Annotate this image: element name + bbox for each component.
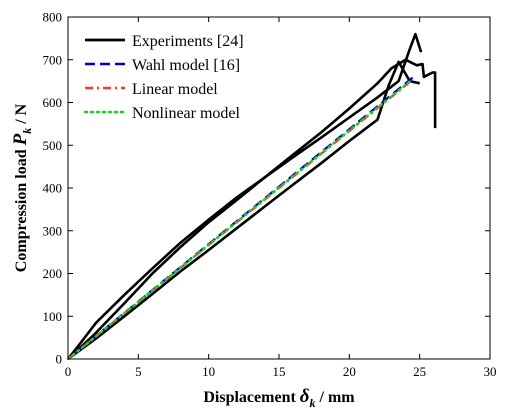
x-tick-label: 30 xyxy=(484,364,497,379)
legend-label: Linear model xyxy=(132,81,218,98)
y-tick-label: 400 xyxy=(43,181,63,196)
y-tick-label: 100 xyxy=(43,309,63,324)
y-axis-title-subscript: k xyxy=(20,128,34,134)
series-4 xyxy=(66,79,413,361)
y-tick-label: 200 xyxy=(43,266,63,281)
legend-label: Wahl model [16] xyxy=(132,57,240,74)
series-line xyxy=(67,58,437,360)
y-tick-label: 700 xyxy=(43,52,63,67)
y-axis-title: Compression load Pk / N xyxy=(10,103,34,272)
x-tick-label: 0 xyxy=(65,364,72,379)
series-line xyxy=(67,60,420,361)
y-tick-label: 600 xyxy=(43,95,63,110)
series-line xyxy=(66,79,413,361)
legend-label: Experiments [24] xyxy=(132,33,244,50)
x-axis-title-subscript: k xyxy=(310,396,316,410)
y-tick-label: 300 xyxy=(43,223,63,238)
series-1 xyxy=(66,32,437,361)
x-axis-title-unit: / mm xyxy=(316,389,356,406)
y-tick-label: 800 xyxy=(43,10,63,25)
x-tick-label: 20 xyxy=(343,364,356,379)
legend: Experiments [24] Wahl model [16] Linear mo… xyxy=(83,33,244,122)
y-axis-title-main: Compression load xyxy=(13,145,30,272)
x-tick-label: 15 xyxy=(273,364,286,379)
y-tick-label: 0 xyxy=(56,352,63,367)
y-axis-title-symbol: P xyxy=(10,133,31,146)
series-layer xyxy=(66,32,437,361)
y-tick-label: 500 xyxy=(43,138,63,153)
x-axis-title-main: Displacement xyxy=(203,389,299,406)
y-axis-title-unit: / N xyxy=(13,103,30,127)
x-axis-title: Displacement δk / mm xyxy=(203,386,355,410)
x-tick-label: 10 xyxy=(202,364,215,379)
legend-label: Nonlinear model xyxy=(132,105,241,122)
x-tick-label: 5 xyxy=(135,364,142,379)
x-tick-label: 25 xyxy=(413,364,426,379)
x-axis-title-symbol: δ xyxy=(300,386,310,407)
